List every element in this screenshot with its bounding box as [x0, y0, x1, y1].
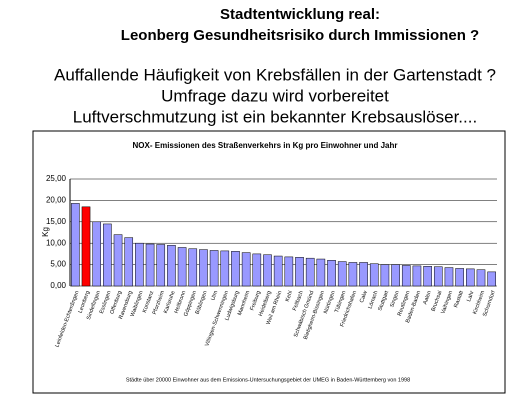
bar [231, 251, 240, 287]
bar [188, 248, 198, 287]
slide-title: Stadtentwicklung real: [220, 6, 380, 23]
bar [423, 266, 432, 287]
bar [284, 256, 294, 287]
bar [124, 237, 134, 287]
bar [199, 249, 208, 287]
footnote: Städte über 20000 Einwohner aus dem Emis… [126, 377, 410, 383]
bar [263, 254, 272, 287]
bar [273, 255, 283, 287]
bar [71, 203, 80, 287]
bar [305, 257, 315, 287]
bar [337, 261, 347, 287]
bar [369, 263, 379, 287]
bar [113, 234, 123, 287]
bar [241, 252, 251, 287]
bar [103, 223, 112, 287]
x-tick-label: Lahr [466, 290, 475, 303]
bar [316, 258, 326, 287]
bar [391, 264, 400, 287]
chart-title: NOX- Emissionen des Straßenverkehrs in K… [133, 141, 398, 150]
bar [209, 250, 219, 287]
x-tick-label: Aalen [422, 290, 432, 305]
x-tick-label: Ulm [210, 290, 219, 302]
y-tick-label: 25,00 [46, 174, 67, 183]
bar [433, 266, 443, 287]
bar [455, 268, 464, 287]
bar [92, 221, 101, 287]
y-tick-label: 5,00 [50, 260, 66, 269]
bar [466, 268, 475, 287]
x-tick-label: Singen [389, 290, 401, 308]
bar [252, 253, 262, 287]
bar [476, 269, 486, 287]
x-tick-label: Rastatt [453, 290, 465, 309]
bar [380, 264, 390, 287]
slide-title: Leonberg Gesundheitsrisiko durch Immissi… [121, 27, 479, 44]
slide-text: Luftverschmutzung ist ein bekannter Kreb… [73, 107, 477, 126]
x-tick-label: Kehl [285, 290, 294, 302]
y-axis-label: Kg [41, 227, 50, 237]
bar [156, 244, 166, 287]
bar [145, 243, 155, 287]
bar [348, 262, 358, 287]
bar [327, 260, 336, 287]
slide-text: Auffallende Häufigkeit von Krebsfällen i… [54, 65, 496, 84]
bar [359, 262, 368, 287]
y-tick-label: 10,00 [46, 238, 67, 247]
y-tick-label: 20,00 [46, 196, 67, 205]
bar [487, 271, 496, 287]
bar [135, 242, 144, 287]
bar [295, 257, 304, 287]
bar [220, 250, 230, 287]
bar [444, 267, 454, 287]
bar [412, 265, 422, 287]
slide-text: Umfrage dazu wird vorbereitet [161, 86, 389, 105]
x-tick-label: Calw [359, 290, 369, 304]
bar [177, 247, 187, 287]
bar [167, 245, 176, 287]
y-tick-label: 15,00 [46, 217, 67, 226]
bar [81, 206, 91, 287]
bar [401, 265, 411, 287]
y-tick-label: 0,00 [50, 281, 66, 290]
